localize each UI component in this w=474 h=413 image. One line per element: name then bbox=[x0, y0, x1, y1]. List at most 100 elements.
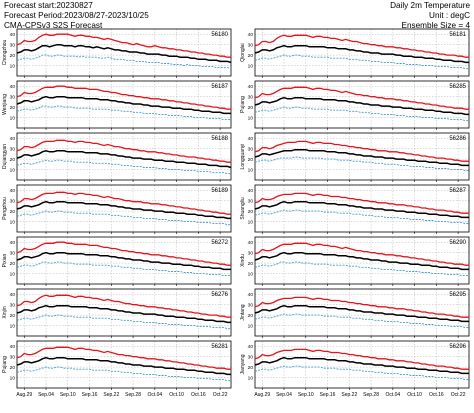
x-tick-label: Oct.16 bbox=[191, 392, 206, 398]
station-id-label: 56180 bbox=[211, 32, 228, 38]
y-tick-label: 10 bbox=[248, 375, 254, 381]
y-tick-label: 10 bbox=[248, 63, 254, 69]
x-tick-label: Oct.10 bbox=[169, 392, 184, 398]
y-tick-label: 10 bbox=[248, 167, 254, 173]
series-min-line bbox=[254, 106, 469, 122]
station-id-label: 56187 bbox=[211, 84, 228, 90]
panel-frame bbox=[254, 132, 470, 181]
y-tick-label: 10 bbox=[10, 115, 16, 121]
station-id-label: 56281 bbox=[211, 344, 228, 350]
series-max-line bbox=[254, 34, 469, 58]
series-mean-line bbox=[16, 251, 231, 271]
series-mean-line bbox=[16, 43, 232, 64]
y-tick-label: 40 bbox=[248, 84, 254, 90]
station-name-label: Qionglai bbox=[240, 43, 246, 61]
y-tick-label: 20 bbox=[248, 209, 254, 215]
station-id-label: 56188 bbox=[211, 136, 228, 142]
x-tick-label: Oct.22 bbox=[451, 392, 466, 398]
y-tick-label: 10 bbox=[248, 115, 254, 121]
y-tick-label: 20 bbox=[10, 261, 16, 267]
series-min-line bbox=[16, 314, 231, 330]
series-mean-line bbox=[254, 356, 469, 375]
y-tick-label: 30 bbox=[248, 250, 254, 256]
y-tick-label: 20 bbox=[248, 261, 254, 267]
y-tick-label: 30 bbox=[248, 354, 254, 360]
series-mean-line bbox=[254, 96, 469, 116]
x-tick-label: Sep.22 bbox=[103, 392, 119, 398]
y-tick-label: 30 bbox=[10, 302, 16, 308]
y-tick-label: 10 bbox=[10, 63, 16, 69]
station-id-label: 56290 bbox=[449, 240, 466, 246]
y-tick-label: 20 bbox=[248, 365, 254, 371]
series-mean-line bbox=[16, 200, 231, 220]
series-max-line bbox=[254, 348, 469, 370]
series-mean-line bbox=[16, 304, 231, 324]
ensemble-size-text: Ensemble Size = 4 bbox=[401, 21, 471, 30]
series-mean-line bbox=[254, 251, 469, 271]
x-tick-label: Sep.04 bbox=[276, 392, 292, 398]
station-id-label: 56276 bbox=[211, 292, 228, 298]
station-name-label: Wenjiang bbox=[2, 94, 8, 115]
series-min-line bbox=[254, 54, 469, 70]
panel-frame bbox=[254, 340, 470, 389]
station-name-label: Pengzhou bbox=[2, 197, 8, 220]
series-max-line bbox=[254, 86, 469, 110]
series-mean-line bbox=[254, 148, 469, 167]
series-min-line bbox=[254, 313, 469, 329]
y-tick-label: 20 bbox=[10, 105, 16, 111]
station-name-label: Dujiangyan bbox=[2, 144, 8, 169]
y-tick-label: 30 bbox=[10, 146, 16, 152]
station-name-label: Xinjin bbox=[2, 306, 8, 318]
panel-frame bbox=[254, 184, 470, 233]
panel-frame bbox=[254, 288, 470, 337]
y-tick-label: 20 bbox=[248, 53, 254, 59]
series-min-line bbox=[16, 159, 231, 175]
station-name-label: Shuangliu bbox=[240, 197, 246, 219]
station-name-label: Longquanyi bbox=[240, 144, 246, 170]
station-id-label: 56296 bbox=[449, 344, 466, 350]
series-max-line bbox=[16, 294, 231, 318]
station-name-label: Jianyang bbox=[240, 354, 246, 374]
y-tick-label: 20 bbox=[248, 105, 254, 111]
series-min-line bbox=[16, 366, 231, 382]
series-max-line bbox=[16, 139, 231, 163]
y-tick-label: 10 bbox=[10, 323, 16, 329]
y-tick-label: 40 bbox=[248, 240, 254, 246]
series-min-line bbox=[254, 365, 469, 381]
series-mean-line bbox=[254, 304, 469, 323]
series-mean-line bbox=[16, 356, 231, 376]
x-tick-label: Sep.16 bbox=[82, 392, 98, 398]
y-tick-label: 10 bbox=[248, 219, 254, 225]
series-max-line bbox=[254, 242, 469, 266]
x-tick-label: Sep.04 bbox=[38, 392, 54, 398]
y-tick-label: 10 bbox=[10, 219, 16, 225]
y-tick-label: 40 bbox=[10, 32, 16, 38]
series-min-line bbox=[16, 210, 231, 226]
panel-frame bbox=[16, 184, 232, 233]
x-tick-label: Sep.16 bbox=[320, 392, 336, 398]
x-tick-label: Sep.28 bbox=[363, 392, 379, 398]
y-tick-label: 30 bbox=[10, 198, 16, 204]
station-name-label: Xindu bbox=[240, 254, 246, 267]
y-tick-label: 40 bbox=[10, 84, 16, 90]
series-max-line bbox=[16, 346, 231, 370]
x-tick-label: Oct.10 bbox=[407, 392, 422, 398]
y-tick-label: 30 bbox=[10, 250, 16, 256]
y-tick-label: 20 bbox=[248, 313, 254, 319]
series-max-line bbox=[16, 241, 231, 266]
series-max-line bbox=[254, 192, 469, 214]
model-name-text: CMA-CPSv3 S2S Forecast bbox=[4, 21, 103, 30]
x-tick-label: Oct.04 bbox=[147, 392, 162, 398]
series-max-line bbox=[16, 33, 231, 58]
series-mean-line bbox=[254, 200, 469, 219]
series-max-line bbox=[254, 296, 469, 318]
station-name-label: Pixian bbox=[2, 253, 8, 267]
series-min-line bbox=[254, 261, 469, 277]
x-tick-label: Aug.29 bbox=[16, 392, 32, 398]
station-id-label: 56286 bbox=[449, 136, 466, 142]
y-tick-label: 20 bbox=[10, 157, 16, 163]
series-min-line bbox=[254, 209, 469, 225]
y-tick-label: 10 bbox=[10, 271, 16, 277]
unit-text: Unit : degC bbox=[429, 11, 470, 20]
